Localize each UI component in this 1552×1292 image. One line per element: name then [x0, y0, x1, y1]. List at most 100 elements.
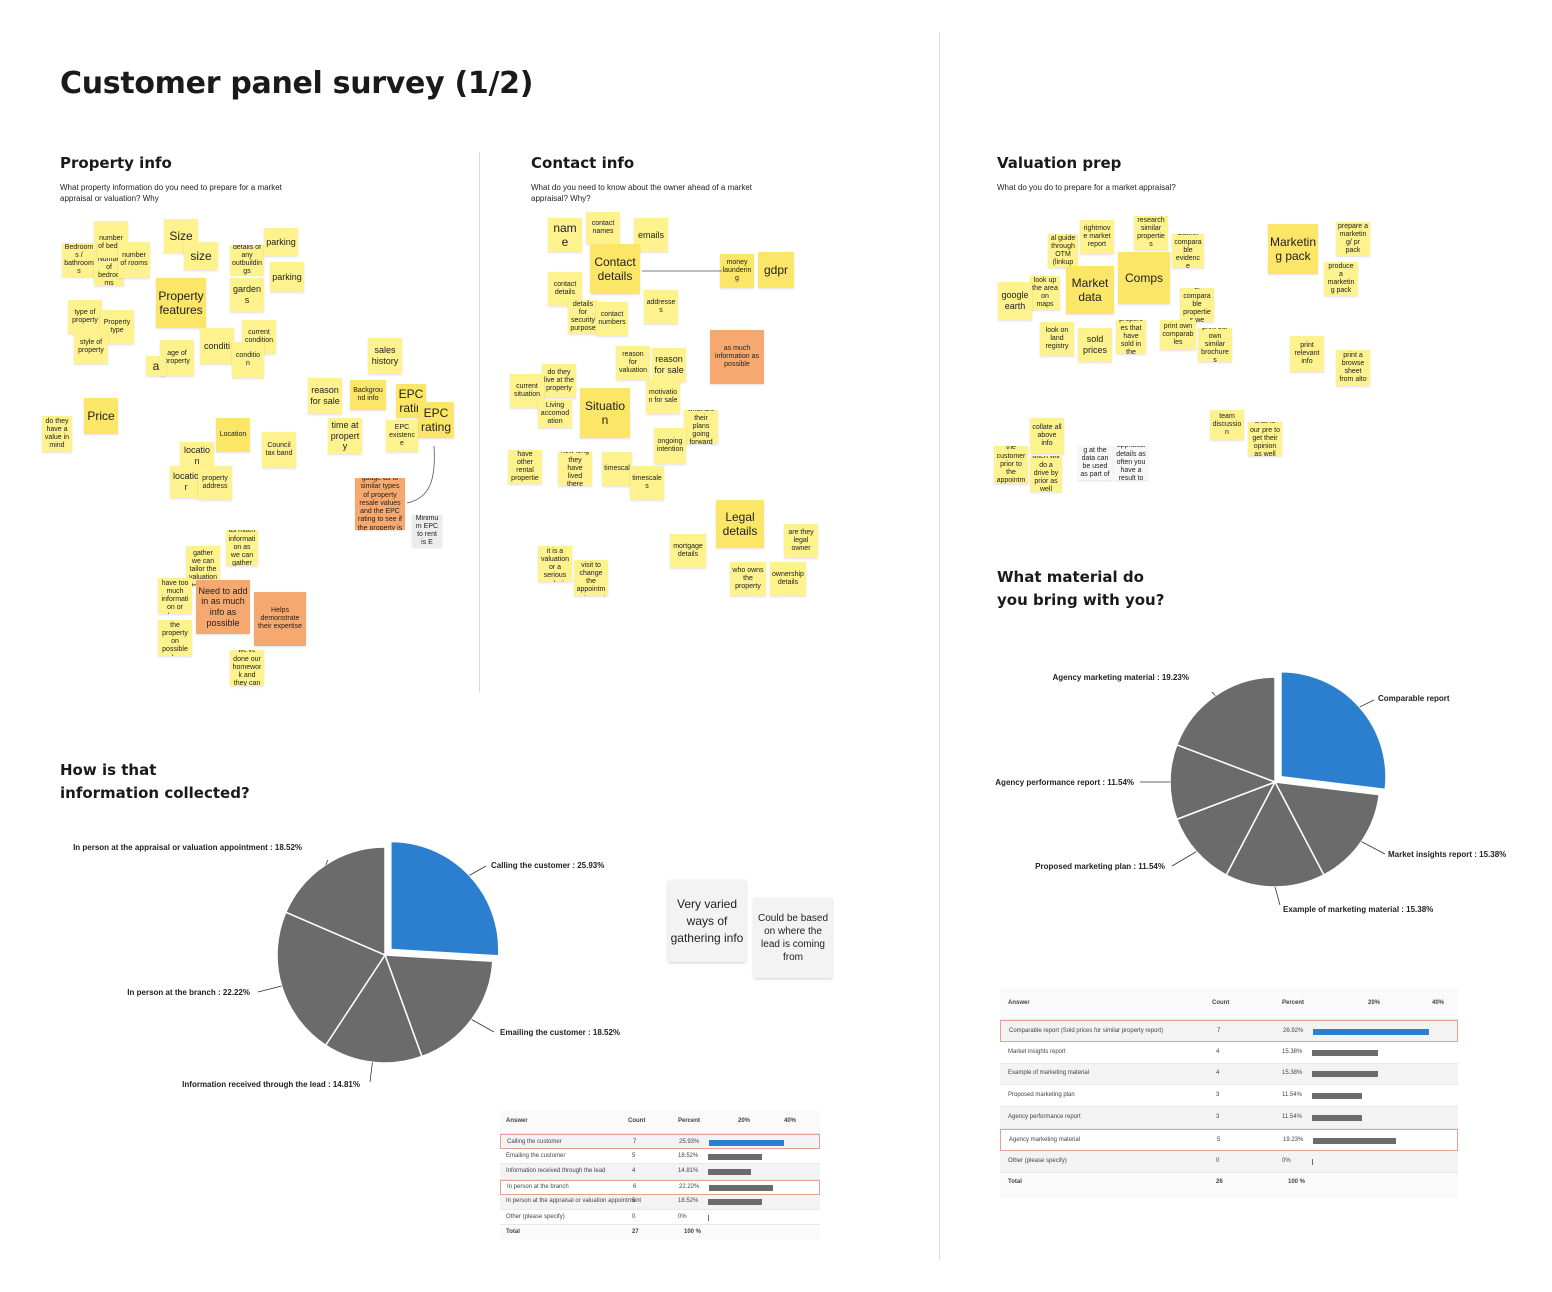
- sticky-note[interactable]: Situation: [580, 388, 630, 438]
- sticky-note[interactable]: To get a gauge as to similar types of pr…: [355, 478, 405, 530]
- sticky-note[interactable]: do they have other rental properties: [508, 450, 542, 484]
- percent-cell: 25.93%: [679, 1138, 700, 1145]
- note-card-varied[interactable]: Very varied ways of gathering info: [668, 880, 746, 962]
- sticky-note[interactable]: often will do a drive by prior as well: [1030, 456, 1062, 492]
- sticky-note[interactable]: as much information as possible: [710, 330, 764, 384]
- sticky-note[interactable]: EPC existence: [386, 420, 418, 452]
- pie-label: Example of marketing material : 15.38%: [1283, 905, 1434, 914]
- sticky-note[interactable]: what are their plans going forward: [684, 410, 718, 444]
- sticky-note[interactable]: Size: [164, 219, 198, 253]
- sticky-note[interactable]: google earth: [998, 282, 1032, 320]
- sticky-note[interactable]: timescales: [630, 466, 664, 500]
- sticky-note[interactable]: have a look at properties that have sold…: [1116, 320, 1146, 354]
- sticky-note[interactable]: reason for valuation: [616, 346, 650, 380]
- sticky-note[interactable]: Price: [84, 398, 118, 434]
- sticky-note[interactable]: property address: [198, 466, 232, 500]
- sticky-note[interactable]: who owns the property: [730, 562, 766, 596]
- sticky-note[interactable]: condition: [232, 342, 264, 378]
- sticky-note[interactable]: print own comparables: [1160, 320, 1196, 350]
- sticky-note[interactable]: Legal details: [716, 500, 764, 548]
- sticky-note[interactable]: print a browse sheet from alto: [1336, 350, 1370, 386]
- sticky-note[interactable]: Marketing pack: [1268, 224, 1318, 274]
- sticky-note[interactable]: in case I need to visit to change the ap…: [574, 560, 608, 596]
- sticky-note[interactable]: are they legal owner: [784, 524, 818, 558]
- sticky-note[interactable]: Background info: [350, 380, 386, 410]
- sticky-note[interactable]: money laundering: [720, 254, 754, 288]
- sticky-note[interactable]: gdpr: [758, 252, 794, 288]
- sticky-note[interactable]: look on land registry: [1040, 322, 1074, 356]
- sticky-note[interactable]: you can't have too much information or a…: [158, 578, 192, 614]
- sticky-note[interactable]: style of property: [74, 330, 108, 364]
- table-row: In person at the branch 6 22.22%: [500, 1179, 820, 1195]
- count-cell: 6: [633, 1184, 637, 1191]
- sticky-note[interactable]: how long they have lived there: [558, 452, 592, 486]
- sticky-note[interactable]: Doubleclick outlooking at the data can b…: [1078, 446, 1112, 480]
- sticky-note[interactable]: details of any outbuildings: [230, 245, 264, 275]
- sticky-note[interactable]: sold prices: [1078, 328, 1112, 362]
- sticky-note[interactable]: conditi: [200, 328, 234, 364]
- sticky-note[interactable]: motivation for sale: [646, 380, 680, 414]
- sticky-note[interactable]: collate all above info: [1030, 418, 1064, 454]
- sticky-note[interactable]: produce a marketing pack: [1324, 262, 1358, 296]
- sticky-note[interactable]: Contact details: [590, 244, 640, 294]
- pie-leader-line: [469, 865, 487, 876]
- sticky-note[interactable]: Living accomodation: [538, 400, 572, 428]
- percent-cell: 15.38%: [1282, 1070, 1303, 1077]
- sticky-note[interactable]: name: [548, 218, 582, 252]
- sticky-note[interactable]: chat to our pre to get their opinion as …: [1248, 422, 1282, 456]
- sticky-note[interactable]: contact numbers: [596, 302, 628, 336]
- sticky-note[interactable]: rightmove market report: [1080, 220, 1114, 254]
- sticky-note[interactable]: Bedrooms / bathrooms: [62, 243, 96, 277]
- sticky-note[interactable]: print a list of comparable properties we…: [1180, 288, 1214, 322]
- sticky-note[interactable]: reason for sale: [652, 348, 686, 382]
- sticky-note[interactable]: contact details for security purposes: [568, 300, 598, 334]
- sticky-note[interactable]: mortgage details: [670, 534, 706, 568]
- sticky-note[interactable]: Location: [216, 418, 250, 452]
- sticky-note[interactable]: number of rooms: [118, 242, 150, 278]
- sticky-note[interactable]: pre-call the customer prior to the appoi…: [994, 446, 1028, 484]
- count-cell: 3: [1216, 1092, 1220, 1099]
- sticky-note[interactable]: size: [184, 242, 218, 270]
- sticky-note[interactable]: team discussion: [1210, 410, 1244, 440]
- sticky-note[interactable]: ongoing intention: [654, 428, 686, 464]
- sticky-note[interactable]: in order to know if it is a valuation or…: [538, 546, 572, 582]
- sticky-note[interactable]: do they have a value in mind: [42, 416, 72, 452]
- sticky-note[interactable]: give us ideas on image of the property o…: [158, 620, 192, 656]
- sticky-note[interactable]: it is important to look in the appraisal…: [1114, 446, 1148, 480]
- sticky-note[interactable]: as much information as we can gather: [226, 530, 258, 566]
- sticky-note[interactable]: contact names: [586, 212, 620, 244]
- sticky-note[interactable]: Comps: [1118, 252, 1170, 304]
- sticky-note[interactable]: location: [180, 442, 214, 470]
- sticky-note[interactable]: Property features: [156, 278, 206, 328]
- sticky-note[interactable]: ownership details: [770, 562, 806, 596]
- sticky-note[interactable]: look up the area on maps: [1030, 276, 1060, 310]
- sticky-note[interactable]: locatior: [170, 466, 202, 498]
- sticky-note[interactable]: parking: [270, 262, 304, 292]
- sticky-note[interactable]: Minimum EPC to rent is E: [412, 515, 442, 547]
- sticky-note[interactable]: Council tax band: [262, 432, 296, 468]
- sticky-note[interactable]: sales history: [368, 338, 402, 374]
- note-card-lead[interactable]: Could be based on where the lead is comi…: [754, 898, 832, 978]
- sticky-note[interactable]: a: [146, 356, 166, 376]
- sticky-note[interactable]: prepare a marketing/ pr pack: [1336, 222, 1370, 256]
- table-header-cell: Count: [1212, 1000, 1230, 1006]
- sticky-note[interactable]: Need to add in as much info as possible: [196, 580, 250, 634]
- sticky-note[interactable]: print our own similar brochures: [1198, 328, 1232, 362]
- sticky-note[interactable]: timescal: [602, 452, 632, 486]
- sticky-note[interactable]: EPC rating: [418, 402, 454, 438]
- sticky-note[interactable]: Market data: [1066, 266, 1114, 314]
- sticky-note[interactable]: Gather comparable evidence: [1172, 234, 1204, 268]
- sticky-note[interactable]: time at property: [328, 418, 362, 454]
- sticky-note[interactable]: this helps to show the customer we've do…: [230, 650, 264, 686]
- sticky-note[interactable]: gardens: [230, 278, 264, 312]
- sticky-note[interactable]: type of property: [68, 300, 102, 334]
- sticky-note[interactable]: do they live at the property: [542, 364, 576, 398]
- sticky-note[interactable]: print relevant info: [1290, 336, 1324, 372]
- sticky-note[interactable]: reason for sale: [308, 378, 342, 414]
- sticky-note[interactable]: market appraisal guide through OTM (link…: [1048, 234, 1078, 268]
- sticky-note[interactable]: Helps demonstrate their expertise: [254, 592, 306, 646]
- answer-cell: Agency performance report: [1008, 1114, 1081, 1121]
- sticky-note[interactable]: parking: [264, 228, 298, 256]
- sticky-note[interactable]: research similar properties: [1134, 216, 1168, 250]
- sticky-note[interactable]: addresses: [644, 290, 678, 324]
